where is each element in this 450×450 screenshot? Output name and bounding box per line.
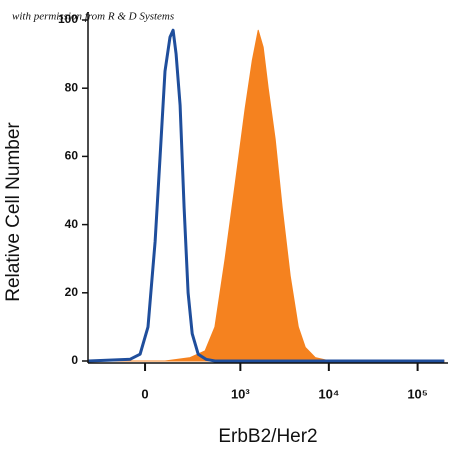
x-tick-label: 10⁵ — [407, 386, 428, 401]
y-tick-label: 0 — [71, 353, 78, 367]
watermark: with permission from R & D Systems — [12, 11, 174, 23]
x-axis-title: ErbB2/Her2 — [218, 426, 317, 447]
y-tick-label: 20 — [65, 285, 79, 299]
x-tick-label: 10⁴ — [318, 386, 339, 401]
histogram-line — [88, 28, 445, 363]
y-tick-label: 100 — [58, 12, 78, 26]
histogram-area — [87, 29, 445, 362]
y-axis-title: Relative Cell Number — [3, 122, 24, 302]
x-tick-label: 0 — [141, 386, 148, 401]
y-tick-label: 80 — [65, 80, 79, 94]
y-tick-label: 40 — [65, 217, 79, 231]
y-tick-label: 60 — [65, 149, 79, 163]
x-tick-label: 10³ — [231, 386, 250, 401]
plot-area: 0 20 40 60 80 100 0 10³ 10⁴ 10⁵ — [58, 12, 448, 401]
